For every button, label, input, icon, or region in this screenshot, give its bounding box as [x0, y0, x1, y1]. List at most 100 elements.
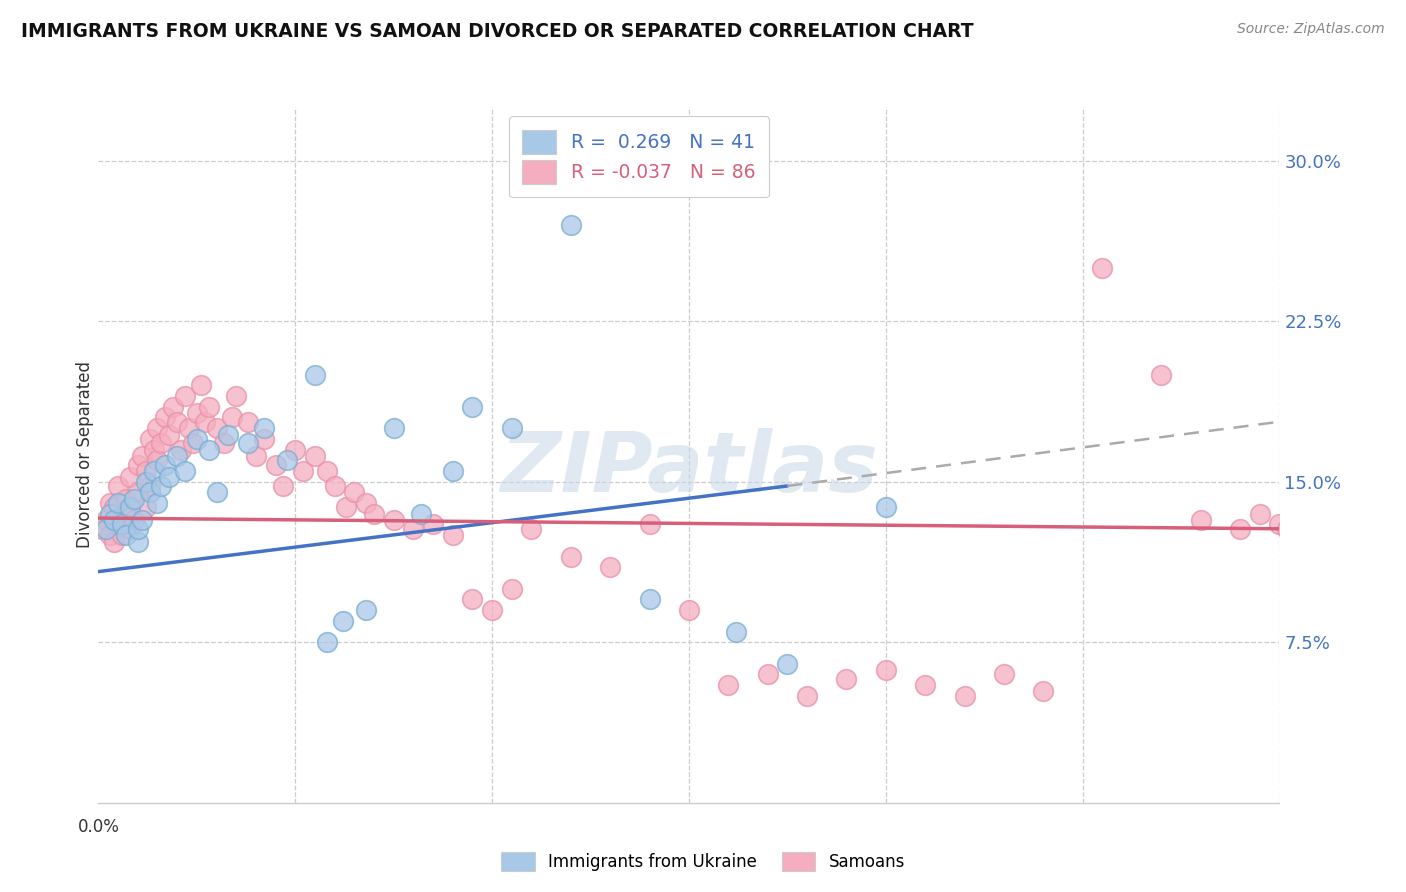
Point — [253, 432, 276, 446]
Point — [115, 507, 138, 521]
Point — [217, 427, 239, 442]
Point — [150, 479, 173, 493]
Point — [236, 415, 259, 429]
Point — [323, 479, 346, 493]
Text: 0.0%: 0.0% — [77, 818, 120, 836]
Point — [127, 485, 149, 500]
Point — [1299, 507, 1322, 521]
Point — [422, 517, 444, 532]
Point — [157, 427, 180, 442]
Y-axis label: Divorced or Separated: Divorced or Separated — [76, 361, 94, 549]
Point — [382, 513, 405, 527]
Point — [205, 421, 228, 435]
Point — [776, 657, 799, 671]
Point — [135, 475, 157, 489]
Point — [1189, 513, 1212, 527]
Point — [264, 458, 287, 472]
Point — [245, 449, 267, 463]
Point — [481, 603, 503, 617]
Point — [98, 507, 121, 521]
Point — [501, 582, 523, 596]
Point — [953, 689, 976, 703]
Point — [118, 470, 141, 484]
Point — [186, 432, 208, 446]
Point — [332, 614, 354, 628]
Point — [276, 453, 298, 467]
Point — [560, 549, 582, 564]
Point — [756, 667, 779, 681]
Point — [914, 678, 936, 692]
Point — [146, 421, 169, 435]
Text: IMMIGRANTS FROM UKRAINE VS SAMOAN DIVORCED OR SEPARATED CORRELATION CHART: IMMIGRANTS FROM UKRAINE VS SAMOAN DIVORC… — [21, 22, 974, 41]
Text: ZIPatlas: ZIPatlas — [501, 428, 877, 509]
Point — [166, 449, 188, 463]
Point — [96, 522, 118, 536]
Point — [273, 479, 295, 493]
Legend: R =  0.269   N = 41, R = -0.037   N = 86: R = 0.269 N = 41, R = -0.037 N = 86 — [509, 117, 769, 197]
Point — [678, 603, 700, 617]
Point — [221, 410, 243, 425]
Text: Source: ZipAtlas.com: Source: ZipAtlas.com — [1237, 22, 1385, 37]
Point — [284, 442, 307, 457]
Point — [131, 449, 153, 463]
Point — [174, 464, 197, 478]
Point — [103, 513, 125, 527]
Point — [441, 528, 464, 542]
Point — [560, 218, 582, 232]
Point — [214, 436, 236, 450]
Point — [155, 410, 177, 425]
Point — [181, 436, 204, 450]
Point — [194, 415, 217, 429]
Point — [796, 689, 818, 703]
Point — [402, 522, 425, 536]
Point — [315, 464, 337, 478]
Point — [162, 400, 184, 414]
Point — [1268, 517, 1291, 532]
Point — [142, 442, 165, 457]
Point — [1308, 517, 1330, 532]
Point — [166, 415, 188, 429]
Point — [875, 500, 897, 515]
Point — [343, 485, 366, 500]
Point — [122, 513, 145, 527]
Point — [118, 522, 141, 536]
Point — [1229, 522, 1251, 536]
Point — [335, 500, 357, 515]
Point — [122, 491, 145, 506]
Point — [382, 421, 405, 435]
Point — [1032, 684, 1054, 698]
Point — [1150, 368, 1173, 382]
Point — [142, 464, 165, 478]
Point — [157, 470, 180, 484]
Point — [197, 400, 219, 414]
Point — [98, 528, 121, 542]
Point — [354, 603, 377, 617]
Point — [363, 507, 385, 521]
Point — [501, 421, 523, 435]
Point — [638, 592, 661, 607]
Point — [520, 522, 543, 536]
Point — [138, 432, 160, 446]
Point — [111, 517, 134, 532]
Point — [138, 485, 160, 500]
Point — [138, 479, 160, 493]
Point — [91, 522, 114, 536]
Point — [131, 513, 153, 527]
Point — [717, 678, 740, 692]
Point — [725, 624, 748, 639]
Point — [190, 378, 212, 392]
Point — [146, 453, 169, 467]
Point — [835, 672, 858, 686]
Point — [197, 442, 219, 457]
Point — [107, 479, 129, 493]
Point — [118, 500, 141, 515]
Point — [304, 449, 326, 463]
Point — [115, 491, 138, 506]
Point — [1288, 513, 1310, 527]
Point — [107, 496, 129, 510]
Point — [127, 458, 149, 472]
Point — [186, 406, 208, 420]
Point — [225, 389, 247, 403]
Point — [170, 442, 193, 457]
Point — [638, 517, 661, 532]
